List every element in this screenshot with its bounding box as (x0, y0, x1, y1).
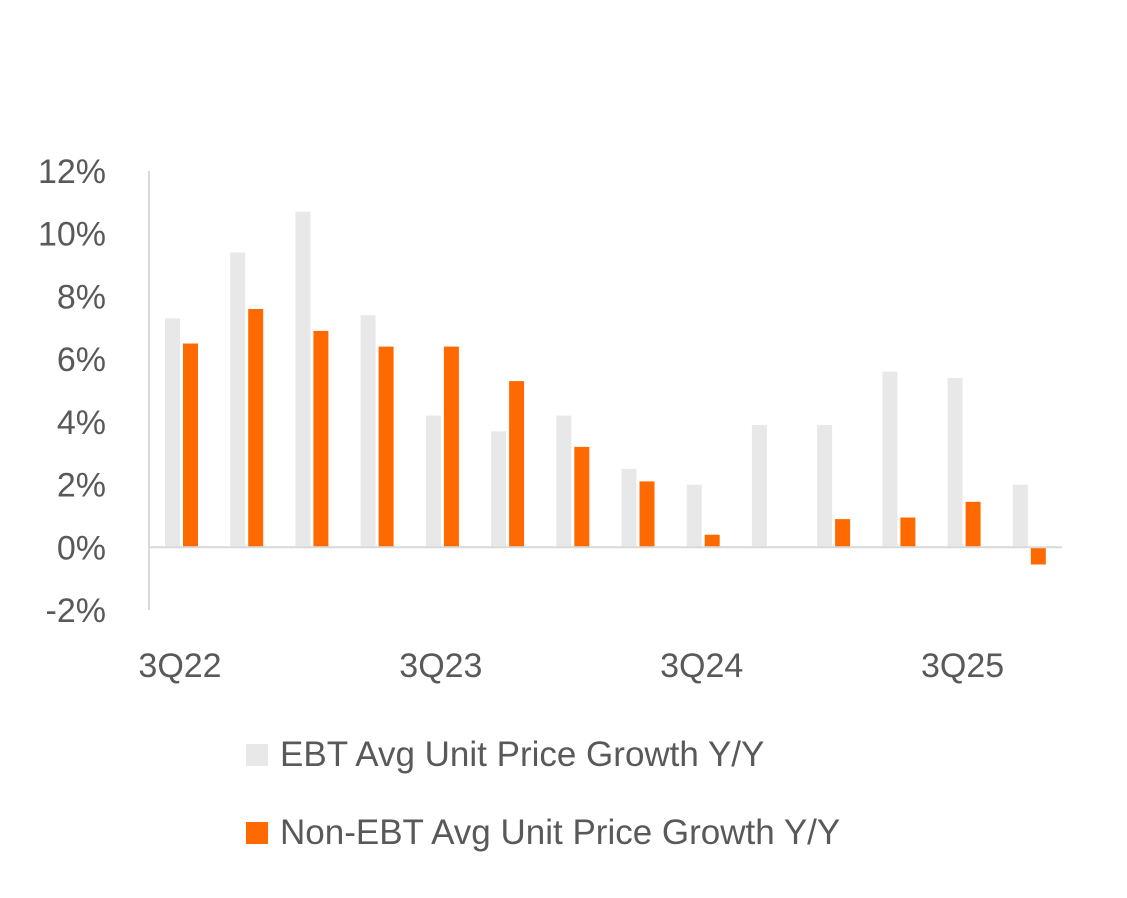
x-tick-label: 3Q22 (138, 647, 221, 685)
ebt-bar-4q25 (1012, 484, 1028, 548)
y-tick-label: 10% (38, 216, 106, 254)
ebt-bar-4q23 (491, 431, 507, 548)
legend-swatch-non-ebt (246, 822, 268, 844)
y-tick-label: -2% (46, 592, 106, 630)
x-tick-label: 3Q25 (921, 647, 1004, 685)
non-ebt-bar-2q24 (639, 481, 655, 548)
labels-layer: 12% 10% 8% 6% 4% 2% 0% -2% 3Q22 3Q23 3Q24 3Q25 (38, 153, 1004, 685)
y-tick-label: 8% (57, 278, 106, 316)
non-ebt-bar-4q22 (248, 309, 264, 548)
ebt-bar-3q22 (165, 318, 180, 548)
axes-layer (148, 171, 1062, 610)
y-tick-label: 4% (57, 404, 106, 442)
ebt-bar-2q25 (882, 371, 898, 548)
non-ebt-bar-4q23 (509, 381, 525, 548)
non-ebt-bar-1q24 (574, 446, 590, 548)
non-ebt-bar-3q22 (183, 343, 198, 548)
non-ebt-bar-1q23 (313, 330, 329, 548)
legend: EBT Avg Unit Price Growth Y/Y Non-EBT Av… (246, 730, 840, 886)
bars-layer (165, 211, 1046, 565)
legend-item-non-ebt: Non-EBT Avg Unit Price Growth Y/Y (246, 808, 840, 858)
non-ebt-bar-2q25 (900, 517, 916, 548)
non-ebt-bar-2q23 (378, 346, 394, 548)
ebt-bar-3q25 (947, 378, 963, 548)
non-ebt-bar-4q25 (1030, 547, 1046, 565)
ebt-bar-3q23 (425, 415, 441, 548)
x-tick-label: 3Q23 (399, 647, 482, 685)
ebt-bar-1q25 (817, 425, 833, 548)
x-tick-label: 3Q24 (660, 647, 743, 685)
non-ebt-bar-3q25 (965, 501, 981, 548)
ebt-bar-3q24 (686, 484, 702, 548)
ebt-bar-2q24 (621, 468, 637, 548)
ebt-bar-1q24 (556, 415, 572, 548)
ebt-bar-4q22 (230, 252, 246, 548)
legend-item-ebt: EBT Avg Unit Price Growth Y/Y (246, 730, 840, 780)
legend-swatch-ebt (246, 744, 268, 766)
y-tick-label: 2% (57, 467, 106, 505)
ebt-bar-2q23 (360, 315, 376, 548)
non-ebt-bar-1q25 (835, 519, 851, 548)
ebt-bar-1q23 (295, 211, 311, 548)
legend-label-ebt: EBT Avg Unit Price Growth Y/Y (280, 735, 765, 774)
non-ebt-bar-3q23 (443, 346, 459, 548)
y-tick-label: 12% (38, 153, 106, 191)
legend-label-non-ebt: Non-EBT Avg Unit Price Growth Y/Y (280, 813, 841, 852)
non-ebt-bar-3q24 (704, 534, 720, 548)
ebt-bar-4q24 (751, 425, 767, 548)
y-tick-label: 6% (57, 341, 106, 379)
y-tick-label: 0% (57, 529, 106, 567)
